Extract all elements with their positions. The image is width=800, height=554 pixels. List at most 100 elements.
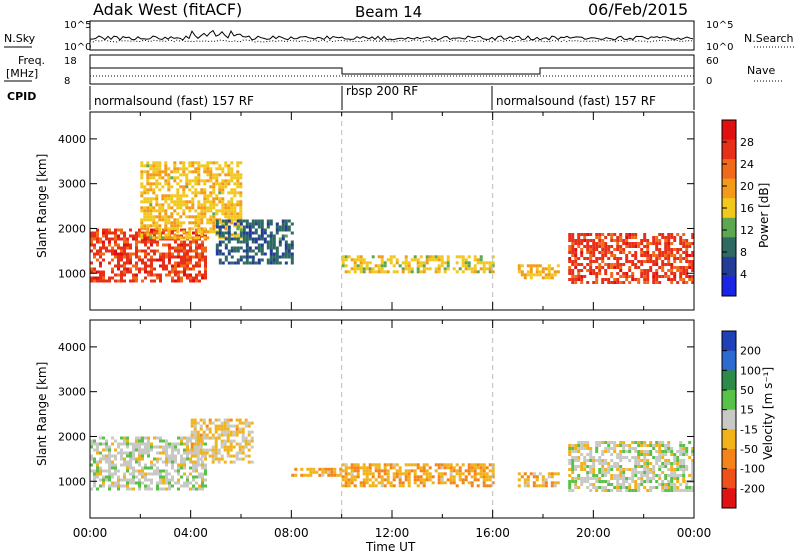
echo-cell: [541, 267, 545, 271]
echo-cell: [544, 481, 548, 485]
echo-cell: [422, 264, 426, 268]
echo-cell: [159, 439, 162, 443]
cpid-strip: CPID normalsound (fast) 157 RF rbsp 200 …: [7, 84, 695, 110]
echo-cell: [186, 439, 189, 443]
echo-cell: [625, 245, 629, 248]
echo-cell: [287, 249, 291, 253]
echo-cell: [622, 474, 626, 477]
echo-cell: [386, 472, 390, 476]
echo-cell: [377, 481, 381, 485]
echo-cell: [111, 481, 114, 485]
echo-cell: [664, 453, 668, 456]
echo-cell: [164, 209, 168, 213]
echo-cell: [218, 236, 222, 240]
echo-cell: [171, 451, 174, 455]
echo-cell: [233, 209, 237, 213]
echo-cell: [419, 270, 423, 274]
echo-cell: [196, 430, 200, 434]
echo-cell: [263, 228, 267, 232]
echo-cell: [347, 478, 351, 482]
echo-cell: [607, 257, 611, 260]
echo-cell: [685, 269, 689, 272]
echo-cell: [520, 270, 524, 274]
echo-cell: [230, 237, 234, 241]
echo-cell: [553, 270, 557, 274]
power-panel-guides: [341, 112, 494, 310]
echo-cell: [339, 467, 343, 471]
echo-cell: [224, 206, 228, 210]
echo-cell: [197, 218, 201, 222]
echo-cell: [186, 273, 189, 277]
echo-cell: [589, 471, 593, 474]
echo-cell: [135, 442, 138, 446]
echo-cell: [201, 252, 204, 256]
echo-cell: [179, 179, 183, 183]
echo-cell: [212, 212, 216, 216]
echo-cell: [165, 475, 168, 479]
echo-cell: [164, 236, 168, 240]
echo-cell: [380, 270, 384, 274]
echo-cell: [661, 489, 665, 492]
echo-cell: [194, 191, 198, 195]
echo-cell: [380, 478, 384, 482]
echo-cell: [189, 457, 192, 461]
echo-cell: [144, 261, 147, 265]
echo-cell: [407, 481, 411, 485]
echo-cell: [170, 197, 174, 201]
echo-cell: [227, 225, 231, 229]
echo-cell: [123, 231, 126, 235]
echo-cell: [177, 261, 180, 265]
echo-cell: [144, 267, 147, 271]
echo-cell: [209, 185, 213, 189]
echo-cell: [204, 270, 207, 274]
echo-cell: [114, 469, 117, 473]
echo-cell: [159, 445, 162, 449]
echo-cell: [673, 260, 677, 263]
echo-cell: [155, 203, 159, 207]
echo-cell: [218, 167, 222, 171]
echo-cell: [306, 467, 310, 471]
echo-cell: [150, 264, 153, 268]
echo-cell: [164, 221, 168, 225]
echo-cell: [646, 281, 650, 284]
echo-cell: [592, 242, 596, 245]
echo-cell: [640, 239, 644, 242]
echo-cell: [156, 451, 159, 455]
echo-cell: [281, 255, 285, 259]
echo-cell: [192, 484, 195, 488]
echo-cell: [164, 212, 168, 216]
echo-cell: [143, 218, 147, 222]
echo-cell: [215, 219, 219, 223]
echo-cell: [428, 472, 432, 476]
echo-cell: [676, 465, 680, 468]
echo-cell: [212, 218, 216, 222]
echo-cell: [168, 270, 171, 274]
echo-cell: [167, 173, 171, 177]
echo-cell: [132, 478, 135, 482]
echo-cell: [347, 484, 351, 488]
echo-cell: [146, 176, 150, 180]
echo-cell: [598, 236, 602, 239]
echo-cell: [120, 484, 123, 488]
echo-cell: [613, 465, 617, 468]
echo-cell: [244, 418, 248, 422]
echo-cell: [177, 252, 180, 256]
echo-cell: [598, 233, 602, 236]
echo-cell: [204, 255, 207, 259]
echo-cell: [147, 487, 150, 491]
echo-cell: [691, 269, 695, 272]
echo-cell: [90, 457, 93, 461]
echo-cell: [622, 468, 626, 471]
echo-cell: [574, 456, 578, 459]
echo-cell: [643, 471, 647, 474]
echo-cell: [244, 439, 248, 443]
echo-cell: [368, 270, 372, 274]
echo-cell: [637, 489, 641, 492]
echo-cell: [165, 478, 168, 482]
echo-cell: [330, 467, 334, 471]
echo-cell: [491, 475, 495, 479]
echo-cell: [195, 228, 198, 232]
echo-cell: [171, 463, 174, 467]
echo-cell: [347, 270, 351, 274]
echo-cell: [165, 469, 168, 473]
